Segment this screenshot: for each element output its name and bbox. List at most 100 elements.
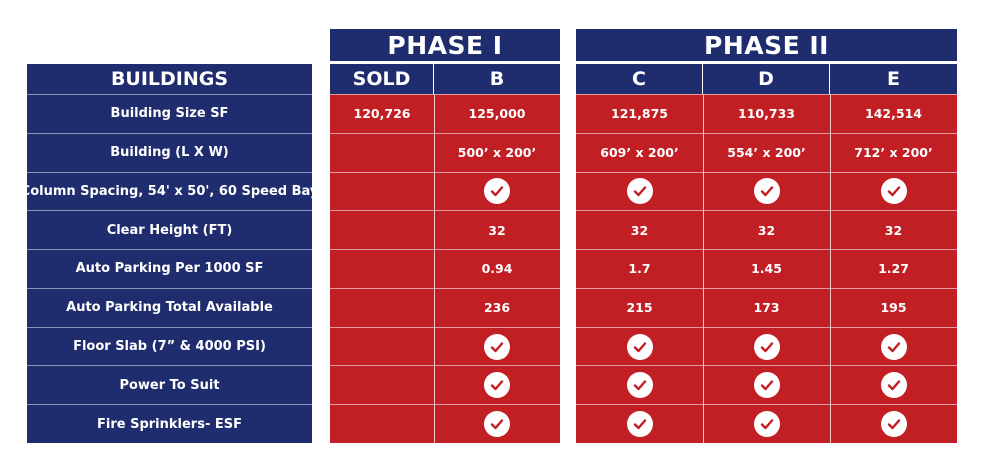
column-header-b: B bbox=[434, 64, 560, 94]
table-cell bbox=[330, 249, 434, 288]
table-cell bbox=[576, 404, 703, 443]
table-cell bbox=[703, 326, 830, 366]
table-cell bbox=[576, 365, 703, 404]
table-cell bbox=[330, 171, 434, 211]
row-label: Auto Parking Per 1000 SF bbox=[27, 249, 312, 288]
table-cell bbox=[330, 365, 434, 404]
cell-value: 215 bbox=[626, 300, 653, 316]
check-circle-icon bbox=[753, 372, 780, 399]
row-label: Auto Parking Total Available bbox=[27, 287, 312, 327]
column-header-label: B bbox=[489, 68, 505, 90]
cell-value: 500’ x 200’ bbox=[457, 145, 537, 161]
cell-value: 195 bbox=[880, 300, 907, 316]
table-cell bbox=[576, 326, 703, 366]
check-circle-icon bbox=[484, 411, 510, 438]
column-header-e: E bbox=[830, 64, 957, 94]
table-cell: 215 bbox=[576, 287, 703, 327]
table-cell bbox=[330, 210, 434, 249]
cell-value: 173 bbox=[753, 300, 780, 316]
cell-value: 125,000 bbox=[468, 106, 526, 122]
check-circle-icon bbox=[880, 411, 907, 438]
table-cell: 195 bbox=[830, 287, 957, 327]
phase-2-header: PHASE II bbox=[576, 29, 957, 61]
table-cell: 121,875 bbox=[576, 94, 703, 133]
table-cell bbox=[703, 404, 830, 443]
table-cell: 1.45 bbox=[703, 249, 830, 288]
row-label: Floor Slab (7” & 4000 PSI) bbox=[27, 326, 312, 366]
column-header-label: D bbox=[758, 68, 774, 90]
check-circle-icon bbox=[484, 178, 510, 205]
table-cell bbox=[703, 171, 830, 211]
cell-value: 554’ x 200’ bbox=[727, 145, 806, 161]
row-label: Power To Suit bbox=[27, 365, 312, 404]
cell-value: 712’ x 200’ bbox=[854, 145, 933, 161]
check-circle-icon bbox=[626, 372, 653, 399]
row-label: Building (L X W) bbox=[27, 132, 312, 172]
column-divider bbox=[434, 94, 435, 443]
table-cell: 173 bbox=[703, 287, 830, 327]
phase-2-body: 121,875 110,733 142,514 609’ x 200’ 554’ x 2… bbox=[576, 94, 957, 443]
table-cell: 1.27 bbox=[830, 249, 957, 288]
table-cell: 32 bbox=[703, 210, 830, 249]
check-circle-icon bbox=[880, 372, 907, 399]
cell-value: 1.7 bbox=[628, 261, 651, 277]
check-circle-icon bbox=[753, 333, 780, 360]
cell-value: 1.27 bbox=[878, 261, 909, 277]
table-cell bbox=[434, 404, 560, 443]
table-cell bbox=[434, 326, 560, 366]
table-cell: 609’ x 200’ bbox=[576, 132, 703, 172]
table-cell bbox=[434, 171, 560, 211]
buildings-header-label: BUILDINGS bbox=[110, 68, 229, 90]
cell-value: 1.45 bbox=[751, 261, 782, 277]
table-cell: 32 bbox=[434, 210, 560, 249]
cell-value: 142,514 bbox=[865, 106, 922, 122]
check-circle-icon bbox=[484, 372, 510, 399]
table-cell bbox=[330, 287, 434, 327]
check-circle-icon bbox=[880, 333, 907, 360]
column-header-d: D bbox=[703, 64, 830, 94]
table-cell bbox=[703, 365, 830, 404]
table-cell: 1.7 bbox=[576, 249, 703, 288]
table-cell: 712’ x 200’ bbox=[830, 132, 957, 172]
phase-2-label: PHASE II bbox=[704, 30, 829, 60]
phase-1-body: 120,726 125,000 500’ x 200’ 32 0.94 236 bbox=[330, 94, 560, 443]
check-circle-icon bbox=[753, 411, 780, 438]
table-cell: 32 bbox=[830, 210, 957, 249]
row-label: Building Size SF bbox=[27, 94, 312, 133]
table-cell: 32 bbox=[576, 210, 703, 249]
cell-value: 121,875 bbox=[611, 106, 668, 122]
cell-value: 609’ x 200’ bbox=[600, 145, 679, 161]
column-header-c: C bbox=[576, 64, 703, 94]
cell-value: 120,726 bbox=[353, 106, 411, 122]
buildings-header: BUILDINGS bbox=[27, 64, 312, 94]
column-header-label: C bbox=[632, 68, 646, 90]
row-label: Clear Height (FT) bbox=[27, 210, 312, 249]
row-labels-column: Building Size SF Building (L X W) Column S… bbox=[21, 94, 318, 443]
row-label: Fire Sprinklers- ESF bbox=[27, 404, 312, 443]
check-circle-icon bbox=[753, 178, 780, 205]
check-circle-icon bbox=[626, 333, 653, 360]
table-cell: 236 bbox=[434, 287, 560, 327]
table-cell bbox=[830, 171, 957, 211]
row-label: Column Spacing, 54' x 50', 60 Speed Bay bbox=[21, 171, 318, 211]
check-circle-icon bbox=[626, 411, 653, 438]
table-cell bbox=[830, 404, 957, 443]
column-header-sold: SOLD bbox=[330, 64, 434, 94]
check-circle-icon bbox=[626, 178, 653, 205]
table-cell bbox=[330, 326, 434, 366]
table-cell: 142,514 bbox=[830, 94, 957, 133]
column-header-label: E bbox=[887, 68, 900, 90]
table-cell: 125,000 bbox=[434, 94, 560, 133]
column-header-label: SOLD bbox=[352, 68, 411, 90]
table-cell: 554’ x 200’ bbox=[703, 132, 830, 172]
cell-value: 32 bbox=[630, 222, 649, 238]
table-cell bbox=[434, 365, 560, 404]
cell-value: 32 bbox=[884, 222, 903, 238]
phase-1-header: PHASE I bbox=[330, 29, 560, 61]
cell-value: 236 bbox=[483, 300, 511, 316]
table-cell: 110,733 bbox=[703, 94, 830, 133]
cell-value: 32 bbox=[488, 222, 506, 238]
column-divider bbox=[703, 94, 704, 443]
cell-value: 32 bbox=[757, 222, 776, 238]
check-circle-icon bbox=[880, 178, 907, 205]
